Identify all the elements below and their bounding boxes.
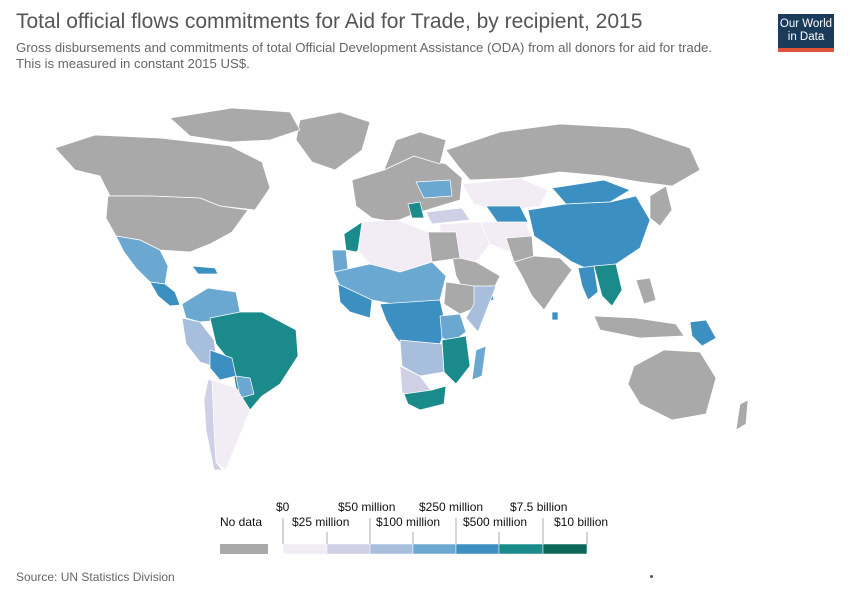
region-balkans [407,201,425,219]
legend-tick-50m: $50 million [338,500,396,514]
chart-title: Total official flows commitments for Aid… [16,10,643,33]
legend-tick-0: $0 [276,500,290,514]
region-mongolia [551,179,631,205]
region-west-sahara [331,249,349,273]
region-chile [203,379,223,471]
region-tanzania-mozambique [441,335,471,385]
legend-tick-500m: $500 million [463,515,528,529]
region-ukraine [415,179,453,199]
region-china [527,195,651,271]
region-central-asia [485,205,529,227]
region-mainland-se-asia [593,263,623,307]
region-russia [445,123,701,187]
legend-tick-10b: $10 billion [554,515,609,529]
region-egypt [427,231,461,263]
region-bolivia [209,349,237,381]
region-japan-korea [649,185,673,227]
legend-tick-25m: $25 million [292,515,350,529]
region-myanmar [577,265,599,301]
legend-tick-7-5b: $7.5 billion [510,500,568,514]
region-arctic-islands [169,107,301,143]
region-papua-new-guinea [689,319,717,347]
legend-no-data-label: No data [220,515,263,529]
region-south-africa [403,385,447,411]
region-angola-zambia [399,339,445,377]
source-note: Source: UN Statistics Division [16,570,175,584]
region-greenland [295,111,371,171]
region-kazakhstan [461,177,549,213]
region-madagascar [471,345,487,381]
region-philippines [635,277,657,305]
region-india [513,255,573,311]
logo-line-1: Our World [779,18,833,30]
legend-tick-100m: $100 million [376,515,441,529]
region-australia [627,349,717,421]
region-central-america [149,281,181,307]
region-turkey [425,207,471,225]
decorative-dot [650,575,653,578]
region-sri-lanka [551,311,559,321]
legend-tick-250m: $250 million [419,500,484,514]
region-scandinavia [383,131,447,171]
logo-line-2: in Data [787,31,825,43]
region-ethiopia [443,281,481,315]
region-indonesia [593,315,685,339]
region-somalia [465,285,497,333]
region-canada [54,134,271,211]
chart-subtitle: Gross disbursements and commitments of t… [16,40,713,71]
region-west-africa [337,283,373,319]
region-paraguay [235,375,255,399]
region-caribbean [191,265,219,275]
region-new-zealand [735,399,749,431]
owid-logo[interactable]: Our World in Data [778,14,834,52]
